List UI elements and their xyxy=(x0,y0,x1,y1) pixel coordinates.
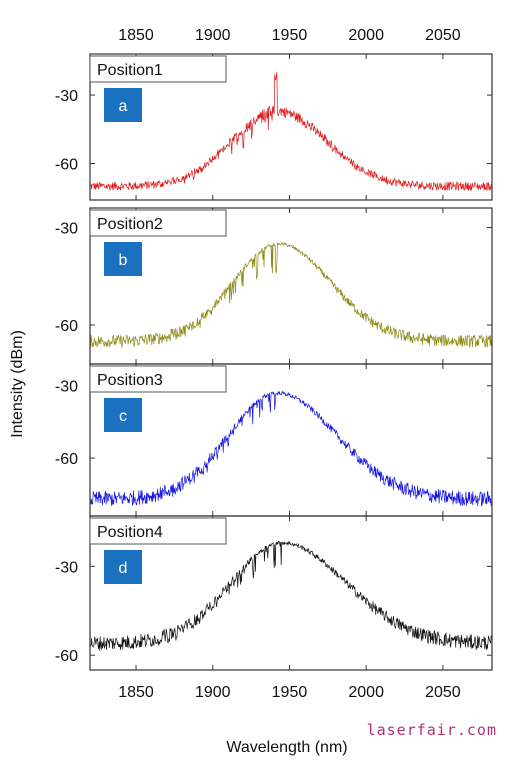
panel-label-box xyxy=(89,55,227,83)
panel-badge-letter: a xyxy=(119,98,128,115)
panel-badge xyxy=(104,550,142,584)
panel-badge-letter: d xyxy=(119,560,128,577)
y-axis-title: Intensity (dBm) xyxy=(9,330,26,438)
watermark-text: laserfair.com xyxy=(367,721,497,739)
panel-label-box xyxy=(89,209,227,237)
series-Position3 xyxy=(90,391,492,507)
x-tick-label-top: 1900 xyxy=(195,27,231,44)
panel-label-box xyxy=(89,365,227,393)
bottom-x-tick-labels: 1850 1900 1950 2000 2050 xyxy=(118,684,461,701)
y-tick-label: -60 xyxy=(55,648,78,665)
panel-4: -30 -60 Position4 d xyxy=(55,515,493,671)
panel-label: Position4 xyxy=(97,524,163,541)
x-axis-title: Wavelength (nm) xyxy=(226,739,347,756)
y-tick-label: -60 xyxy=(55,157,78,174)
x-tick-label-bottom: 2000 xyxy=(348,684,384,701)
panel-badge xyxy=(104,242,142,276)
y-tick-label: -30 xyxy=(55,559,78,576)
panel-label: Position1 xyxy=(97,62,163,79)
panel-badge xyxy=(104,398,142,432)
x-tick-label-bottom: 1950 xyxy=(272,684,308,701)
x-tick-label-top: 1850 xyxy=(118,27,154,44)
x-tick-label-bottom: 1900 xyxy=(195,684,231,701)
series-Position1 xyxy=(90,72,492,191)
x-tick-label-top: 1950 xyxy=(272,27,308,44)
panel-label: Position2 xyxy=(97,216,163,233)
panels: -30 -60 Position1 a -30 -60 Position2 b -30 -60 Po… xyxy=(55,53,493,671)
top-x-tick-labels: 1850 1900 1950 2000 2050 xyxy=(118,27,461,44)
x-tick-label-top: 2000 xyxy=(348,27,384,44)
series-Position4 xyxy=(90,540,492,651)
y-tick-label: -30 xyxy=(55,379,78,396)
panel-2: -30 -60 Position2 b xyxy=(55,207,493,365)
y-tick-label: -60 xyxy=(55,451,78,468)
series-Position2 xyxy=(90,242,492,349)
panel-frame xyxy=(89,53,493,201)
panel-frame xyxy=(89,515,493,671)
panel-badge-letter: b xyxy=(119,252,128,269)
panel-badge-letter: c xyxy=(119,408,127,425)
y-tick-label: -30 xyxy=(55,88,78,105)
panel-label: Position3 xyxy=(97,372,163,389)
panel-1: -30 -60 Position1 a xyxy=(55,53,493,201)
x-tick-label-bottom: 1850 xyxy=(118,684,154,701)
y-tick-label: -30 xyxy=(55,221,78,238)
y-tick-label: -60 xyxy=(55,318,78,335)
x-tick-label-bottom: 2050 xyxy=(425,684,461,701)
x-tick-label-top: 2050 xyxy=(425,27,461,44)
panel-badge xyxy=(104,88,142,122)
panel-label-box xyxy=(89,517,227,545)
panel-3: -30 -60 Position3 c xyxy=(55,363,493,517)
